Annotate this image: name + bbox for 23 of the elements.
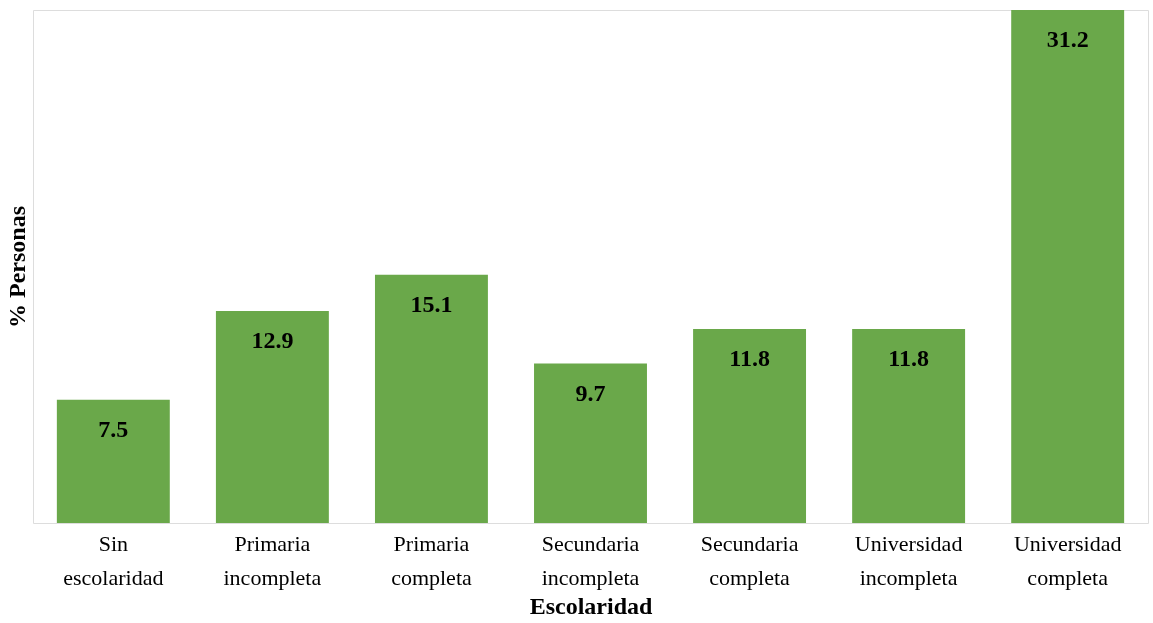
- x-tick-label: Primaria completa: [391, 530, 472, 590]
- y-axis-title: % Personas: [3, 206, 30, 328]
- bar: [374, 274, 488, 523]
- data-label: 31.2: [1046, 26, 1089, 52]
- bar: [852, 328, 966, 523]
- data-label: 12.9: [251, 326, 294, 353]
- bar: [56, 399, 170, 523]
- data-label: 11.8: [888, 344, 929, 371]
- x-tick-label: Primaria incompleta: [223, 530, 322, 590]
- x-tick-label: Universidad completa: [1013, 530, 1122, 590]
- x-tick-label: Sin escolaridad: [63, 530, 164, 590]
- x-axis-title: Escolaridad: [529, 592, 653, 619]
- data-label: 15.1: [410, 290, 453, 317]
- x-tick-label: Universidad incompleta: [854, 530, 963, 590]
- x-tick-label: Secundaria incompleta: [541, 530, 640, 590]
- data-label: 7.5: [98, 415, 129, 442]
- x-tick-label: Secundaria completa: [700, 530, 799, 590]
- data-label: 9.7: [575, 379, 606, 406]
- bar: [534, 363, 647, 523]
- bar: [693, 328, 807, 523]
- bar: [1011, 10, 1125, 523]
- data-label: 11.8: [729, 344, 770, 371]
- bar: [215, 310, 329, 523]
